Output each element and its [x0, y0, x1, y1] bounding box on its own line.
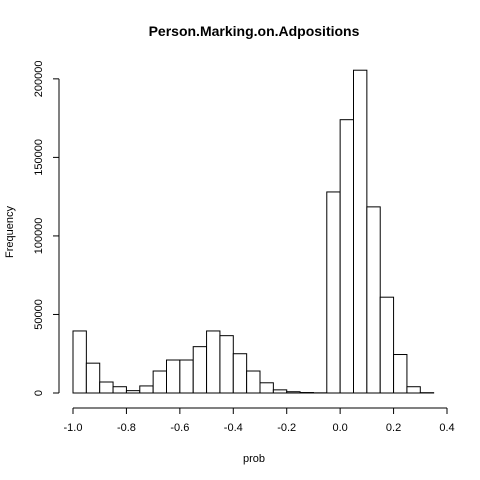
histogram-bar — [179, 359, 194, 394]
histogram-bar — [246, 370, 261, 394]
chart-title: Person.Marking.on.Adpositions — [149, 23, 360, 39]
histogram-bars — [72, 69, 435, 394]
histogram-bar — [112, 386, 127, 394]
histogram-bar — [99, 381, 114, 394]
histogram-bar — [72, 330, 87, 394]
histogram-bar — [192, 346, 208, 394]
histogram-bar — [85, 362, 101, 394]
histogram-bar — [366, 206, 381, 394]
histogram-bar — [339, 119, 355, 394]
y-tick-label: 100000 — [33, 218, 45, 255]
histogram-bar — [406, 386, 421, 394]
x-tick-label: -0.4 — [224, 422, 243, 434]
histogram-bar — [379, 296, 395, 394]
histogram-bar — [139, 385, 154, 394]
x-tick-label: 0.4 — [439, 422, 454, 434]
histogram-bar — [326, 191, 341, 394]
y-tick-label: 50000 — [33, 299, 45, 330]
histogram-bar — [206, 330, 221, 394]
histogram-bar — [353, 69, 368, 394]
y-tick-label: 150000 — [33, 139, 45, 176]
histogram-bar — [272, 389, 288, 394]
x-axis: -1.0 -0.8 -0.6 -0.4 -0.2 0.0 0.2 0.4 — [64, 407, 455, 434]
histogram-bar — [152, 370, 167, 394]
y-tick-label: 200000 — [33, 60, 45, 97]
x-axis-label: prob — [243, 453, 265, 465]
histogram-bar — [286, 391, 301, 394]
histogram-bar — [125, 390, 141, 394]
x-tick-label: -0.2 — [277, 422, 296, 434]
x-tick-label: -0.6 — [170, 422, 189, 434]
histogram-bar — [232, 353, 248, 394]
histogram-bar — [219, 335, 234, 394]
y-tick-label: 0 — [33, 390, 45, 396]
x-tick-label: -0.8 — [117, 422, 136, 434]
y-axis-label: Frequency — [4, 206, 16, 258]
histogram-bar — [393, 354, 408, 394]
x-tick-label: 0.0 — [332, 422, 347, 434]
x-tick-label: -1.0 — [64, 422, 83, 434]
x-tick-label: 0.2 — [386, 422, 401, 434]
histogram-bar — [259, 382, 274, 394]
histogram-bar — [166, 359, 181, 394]
y-axis: 0 50000 100000 150000 200000 — [33, 60, 60, 396]
